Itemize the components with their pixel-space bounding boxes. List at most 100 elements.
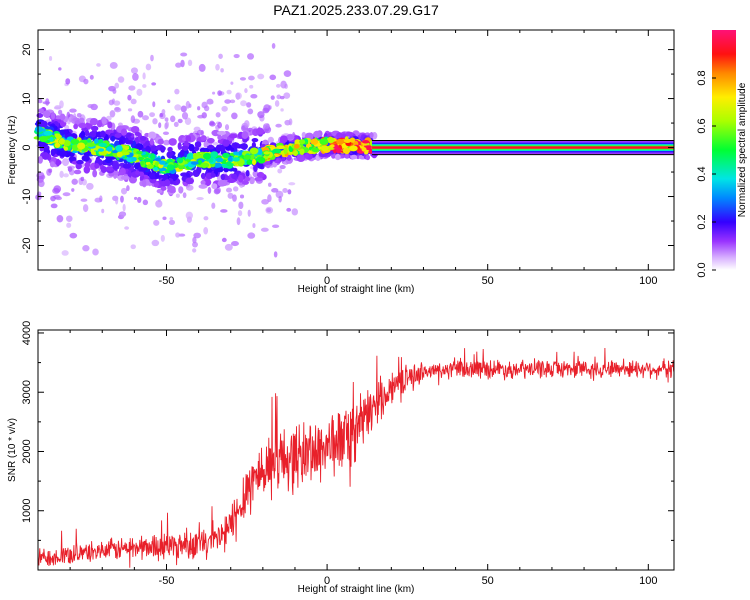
- heatmap-speckle: [184, 117, 192, 125]
- heatmap-speckle: [291, 208, 299, 216]
- heatmap-speckle: [180, 52, 188, 57]
- heatmap-speckle: [121, 187, 128, 195]
- heatmap-ridge: [116, 151, 123, 158]
- heatmap-speckle: [197, 106, 201, 111]
- heatmap-halo: [217, 179, 227, 187]
- heatmap-speckle: [287, 189, 292, 195]
- heatmap-speckle: [236, 217, 241, 226]
- heatmap-ridge: [70, 138, 80, 145]
- heatmap-speckle: [170, 115, 176, 123]
- heatmap-speckle: [160, 234, 165, 242]
- heatmap-speckle: [244, 120, 250, 129]
- heatmap-speckle: [278, 195, 282, 203]
- heatmap-halo: [163, 139, 170, 146]
- heatmap-speckle: [112, 88, 117, 94]
- heatmap-halo: [73, 123, 78, 130]
- heatmap-speckle: [213, 188, 221, 195]
- heatmap-halo: [90, 125, 99, 132]
- heatmap-speckle: [247, 209, 251, 217]
- heatmap-halo: [251, 141, 256, 149]
- heatmap-speckle: [273, 251, 278, 258]
- heatmap-speckle: [65, 78, 71, 85]
- heatmap-speckle: [168, 219, 176, 226]
- heatmap-speckle: [274, 100, 280, 107]
- heatmap-halo: [188, 143, 195, 152]
- heatmap-speckle: [261, 198, 269, 205]
- heatmap-speckle: [59, 170, 64, 178]
- heatmap-speckle: [58, 109, 63, 115]
- heatmap-speckle: [66, 215, 73, 222]
- heatmap-halo: [112, 162, 120, 170]
- heatmap-ridge: [226, 161, 232, 167]
- heatmap-ridge: [361, 147, 367, 152]
- heatmap-ridge: [49, 137, 54, 142]
- heatmap-ridge: [197, 159, 203, 166]
- heatmap-speckle: [257, 73, 265, 80]
- heatmap-ridge: [249, 147, 259, 155]
- heatmap-halo: [168, 138, 177, 146]
- colorbar-tick-label: 0.6: [696, 118, 708, 133]
- heatmap-ridge: [186, 153, 194, 160]
- heatmap-halo: [216, 167, 224, 173]
- heatmap-halo: [185, 135, 192, 142]
- heatmap-speckle: [66, 222, 72, 228]
- heatmap-speckle: [230, 81, 234, 85]
- heatmap-halo: [58, 150, 68, 157]
- heatmap-ridge: [192, 153, 202, 159]
- heatmap-halo: [256, 171, 265, 178]
- heatmap-ridge: [299, 139, 306, 145]
- heatmap-speckle: [217, 90, 222, 97]
- colorbar-tick-label: 0.8: [696, 70, 708, 85]
- heatmap-halo: [164, 179, 171, 187]
- heatmap-speckle: [250, 94, 258, 99]
- heatmap-halo: [105, 166, 114, 171]
- heatmap-speckle: [203, 227, 209, 235]
- heatmap-speckle: [178, 233, 186, 237]
- heatmap-halo: [227, 178, 236, 184]
- heatmap-speckle: [288, 118, 293, 126]
- heatmap-speckle: [152, 101, 156, 108]
- heatmap-halo: [336, 132, 343, 139]
- heatmap-speckle: [229, 99, 236, 104]
- heatmap-ridge: [86, 142, 96, 147]
- heatmap-ridge: [106, 146, 113, 152]
- y-tick-label: 0: [21, 144, 33, 150]
- heatmap-halo: [200, 172, 206, 180]
- heatmap-halo: [92, 169, 98, 178]
- heatmap-ridge: [272, 148, 282, 154]
- heatmap-speckle: [267, 136, 274, 144]
- heatmap-halo: [296, 154, 306, 163]
- spectrogram-frame: [37, 29, 675, 271]
- heatmap-halo: [160, 185, 167, 191]
- heatmap-halo: [50, 148, 56, 157]
- heatmap-halo: [237, 174, 244, 183]
- heatmap-speckle: [99, 195, 103, 203]
- heatmap-speckle: [149, 112, 156, 118]
- heatmap-speckle: [180, 105, 187, 113]
- heatmap-halo: [114, 133, 122, 138]
- heatmap-speckle: [203, 105, 210, 112]
- heatmap-halo: [37, 155, 43, 164]
- heatmap-halo: [219, 145, 226, 153]
- x-tick-label: 50: [482, 275, 494, 287]
- heatmap-ridge: [311, 147, 319, 153]
- heatmap-speckle: [247, 108, 254, 115]
- heatmap-halo: [345, 131, 354, 137]
- heatmap-speckle: [207, 186, 212, 194]
- heatmap-speckle: [69, 232, 78, 239]
- heatmap-speckle: [165, 121, 169, 129]
- heatmap-halo: [88, 131, 97, 138]
- heatmap-ridge: [249, 154, 255, 161]
- heatmap-speckle: [192, 248, 197, 253]
- heatmap-speckle: [263, 104, 271, 112]
- heatmap-speckle: [237, 210, 243, 217]
- heatmap-speckle: [101, 208, 105, 214]
- snr-xlabel: Height of straight line (km): [298, 584, 415, 595]
- heatmap-speckle: [64, 124, 70, 131]
- heatmap-halo: [369, 132, 374, 139]
- heatmap-speckle: [158, 122, 162, 129]
- heatmap-ridge: [63, 139, 71, 147]
- x-tick-label: -50: [159, 275, 175, 287]
- heatmap-speckle: [128, 85, 136, 91]
- heatmap-ridge: [343, 138, 352, 144]
